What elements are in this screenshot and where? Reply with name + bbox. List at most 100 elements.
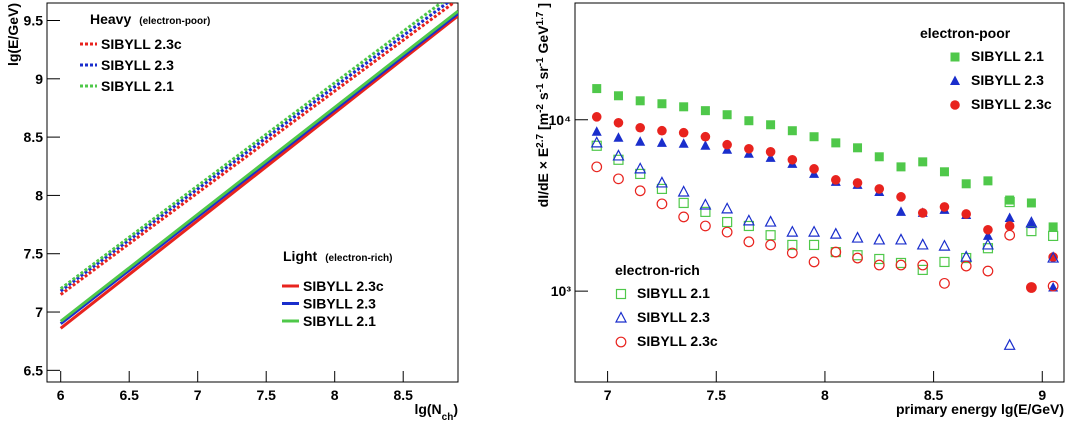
- marker-circle: [656, 198, 668, 210]
- plot-frame: [574, 2, 1065, 383]
- y-tick-label: 8.5: [24, 129, 44, 145]
- marker-triangle: [591, 126, 602, 136]
- marker-square: [853, 143, 863, 153]
- marker-triangle: [656, 137, 667, 147]
- legend-label: SIBYLL 2.3c: [971, 96, 1052, 112]
- marker-square: [961, 179, 971, 189]
- x-tick-label: 8: [821, 387, 829, 403]
- marker-circle: [809, 164, 819, 174]
- marker-circle: [895, 259, 907, 271]
- plot-frame: [46, 2, 459, 383]
- marker-circle: [721, 226, 733, 238]
- y-tick-label: 8: [35, 187, 43, 203]
- marker-circle: [808, 256, 820, 268]
- label-part: 1.7: [535, 11, 546, 25]
- marker-triangle: [808, 225, 821, 237]
- marker-square: [656, 183, 668, 194]
- marker-square: [743, 220, 754, 232]
- x-tick-label: 6.5: [119, 387, 139, 403]
- marker-triangle: [950, 75, 960, 85]
- marker-square: [1026, 198, 1036, 208]
- legend-label: SIBYLL 2.1: [101, 78, 174, 94]
- marker-circle: [765, 239, 776, 251]
- marker-square: [1004, 196, 1015, 208]
- marker-circle: [1004, 221, 1015, 231]
- marker-square: [808, 239, 820, 251]
- marker-square: [787, 239, 798, 251]
- marker-triangle: [938, 239, 951, 251]
- legend-label: SIBYLL 2.3c: [637, 333, 718, 349]
- marker-circle: [1048, 252, 1058, 262]
- x-tick-label: 7: [604, 387, 612, 403]
- marker-triangle: [612, 149, 625, 161]
- series-line: [59, 14, 458, 330]
- marker-circle: [613, 173, 624, 185]
- legend-note: (electron-poor): [139, 16, 210, 27]
- marker-circle: [1047, 280, 1059, 292]
- legend-label: SIBYLL 2.3: [637, 309, 710, 325]
- y-tick-label: 7: [35, 304, 43, 320]
- panel: 7 7.5 8 8.5 9 10³ 10⁴ primary energy lg(E/GeV) d…: [535, 2, 1065, 417]
- legend-label: SIBYLL 2.1: [637, 285, 710, 301]
- label-part: sr: [535, 66, 551, 84]
- marker-triangle: [700, 140, 711, 150]
- y-tick-label: 10⁴: [549, 112, 572, 128]
- marker-circle: [917, 259, 929, 271]
- marker-triangle: [677, 185, 690, 197]
- marker-circle: [615, 336, 627, 348]
- marker-square: [950, 52, 960, 62]
- label-part: [m: [535, 113, 551, 134]
- marker-circle: [1004, 229, 1016, 241]
- marker-square: [678, 197, 689, 209]
- marker-triangle: [1048, 282, 1059, 292]
- marker-triangle: [1004, 212, 1015, 223]
- marker-circle: [765, 147, 776, 157]
- marker-square: [700, 106, 710, 116]
- marker-circle: [960, 260, 972, 272]
- marker-circle: [982, 265, 994, 277]
- marker-triangle: [634, 162, 647, 174]
- marker-circle: [634, 185, 646, 197]
- marker-circle: [722, 139, 732, 150]
- marker-triangle: [635, 136, 646, 146]
- legend-label: SIBYLL 2.3: [971, 72, 1044, 88]
- marker-circle: [787, 154, 798, 165]
- marker-triangle: [590, 136, 603, 148]
- marker-circle: [678, 127, 689, 138]
- marker-square: [613, 91, 623, 101]
- marker-circle: [852, 178, 863, 188]
- legend-title: Light: [283, 248, 318, 264]
- marker-triangle: [981, 238, 994, 250]
- marker-triangle: [916, 238, 929, 250]
- marker-circle: [831, 175, 841, 185]
- x-tick-label: 8.5: [393, 387, 413, 403]
- marker-square: [635, 168, 646, 180]
- marker-triangle: [1047, 251, 1060, 263]
- legend-label: SIBYLL 2.1: [303, 313, 376, 329]
- marker-circle: [786, 247, 798, 259]
- y-axis-label: dI/dE × E2.7 [m-2 s-1 sr-1 GeV1.7 ]: [535, 3, 552, 207]
- marker-triangle: [1025, 216, 1038, 228]
- marker-circle: [874, 184, 885, 194]
- marker-circle: [744, 143, 754, 154]
- marker-square: [809, 132, 819, 142]
- y-tick-label: 9: [35, 71, 43, 87]
- marker-triangle: [615, 311, 627, 323]
- marker-square: [939, 256, 950, 268]
- marker-square: [592, 84, 602, 94]
- panel: 6 6.5 7 7.5 8 8.5 6.5 7 7.5 8 8.5 9 9.5 lg(Nch) lg(E/G…: [5, 2, 459, 423]
- marker-square: [744, 116, 754, 126]
- label-part: -1: [535, 57, 546, 66]
- marker-square: [874, 253, 885, 265]
- legend-label: SIBYLL 2.3c: [303, 278, 384, 294]
- marker-circle: [700, 220, 711, 232]
- series-line: [59, 3, 456, 296]
- y-axis-label: lg(E/GeV): [5, 3, 21, 66]
- series-line: [59, 3, 444, 290]
- marker-square: [615, 288, 627, 300]
- legend-title: electron-rich: [615, 262, 700, 278]
- marker-square: [1005, 195, 1015, 205]
- series-line: [59, 3, 450, 293]
- label-part: s: [535, 92, 551, 104]
- marker-circle: [657, 125, 667, 136]
